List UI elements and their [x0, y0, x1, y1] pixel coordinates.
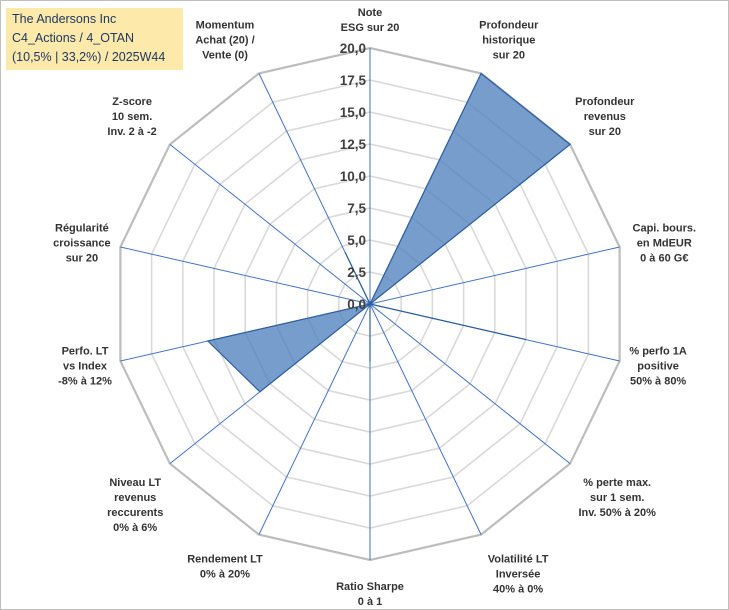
- axis-label-line: % perte max.: [583, 477, 651, 489]
- axis-spoke: [369, 246, 620, 305]
- axis-label-line: sur 20: [493, 49, 525, 61]
- axis-label: Note ESG sur 20: [341, 7, 400, 34]
- axis-label-line: revenus: [114, 492, 156, 504]
- axis-label-line: 0 à 60 G€: [640, 253, 688, 265]
- tick-label: 2,5: [347, 265, 366, 280]
- axis-label-line: Régularité: [55, 223, 109, 235]
- axis-spoke: [369, 303, 482, 535]
- axis-label: Ratio Sharpe 0 à 1: [336, 581, 404, 608]
- axis-label-line: sur 1 sem.: [590, 492, 644, 504]
- axis-label: Z-score 10 sem. Inv. 2 à -2: [107, 96, 156, 138]
- axis-label-line: Niveau LT: [109, 477, 161, 489]
- axis-label-line: Ratio Sharpe: [336, 581, 404, 593]
- axis-label-line: Inversée: [496, 569, 541, 581]
- axis-label-line: historique: [482, 34, 535, 46]
- axis-label-line: en MdEUR: [637, 238, 692, 250]
- axis-label-line: Inv. 2 à -2: [107, 126, 156, 138]
- tick-label: 5,0: [347, 233, 366, 248]
- tick-label: 10,0: [340, 169, 366, 184]
- axis-label-line: 10 sem.: [112, 111, 152, 123]
- axis-spoke: [258, 303, 371, 535]
- data-series-area: [206, 72, 572, 393]
- axis-label: Régularité croissance sur 20: [53, 223, 110, 265]
- axis-label-line: Rendement LT: [187, 554, 263, 566]
- axis-label: Volatilité LT Inversée 40% à 0%: [488, 554, 549, 596]
- tick-label: 17,5: [340, 73, 367, 88]
- axis-label-line: ESG sur 20: [341, 22, 400, 34]
- axis-label: Profondeur revenus sur 20: [575, 96, 635, 138]
- axis-label-line: 0% à 6%: [113, 522, 157, 534]
- axis-label-line: vs Index: [63, 360, 108, 372]
- tick-label: 7,5: [347, 201, 366, 216]
- axis-label-line: -8% à 12%: [58, 375, 112, 387]
- axis-label-line: sur 20: [66, 253, 98, 265]
- axis-label-line: Momentum: [196, 19, 255, 31]
- tick-label: 0,0: [347, 297, 366, 312]
- tick-label: 15,0: [340, 105, 366, 120]
- axis-label-line: sur 20: [589, 126, 621, 138]
- axis-label: Profondeur historique sur 20: [479, 19, 539, 61]
- axis-label: Perfo. LT vs Index -8% à 12%: [58, 345, 112, 387]
- tick-label: 20,0: [340, 41, 366, 56]
- axis-label-line: Profondeur: [479, 19, 539, 31]
- axis-label-line: Achat (20) /: [195, 34, 254, 46]
- axis-label-line: 50% à 80%: [630, 375, 686, 387]
- axis-label-line: Perfo. LT: [62, 345, 109, 357]
- axis-label-line: Profondeur: [575, 96, 635, 108]
- axis-label: Capi. bours. en MdEUR 0 à 60 G€: [633, 223, 697, 265]
- portfolio-category: C4_Actions / 4_OTAN: [12, 31, 135, 45]
- axis-label-line: reccurents: [107, 507, 163, 519]
- tick-label: 12,5: [340, 137, 367, 152]
- axis-label-line: positive: [637, 360, 679, 372]
- axis-label: Rendement LT 0% à 20%: [187, 554, 263, 581]
- axis-label: % perte max. sur 1 sem. Inv. 50% à 20%: [578, 477, 656, 519]
- performance-week: (10,5% | 33,2%) / 2025W44: [12, 50, 166, 64]
- axis-label-line: Z-score: [112, 96, 152, 108]
- axis-label-line: Note: [358, 7, 382, 19]
- axis-spoke: [120, 246, 371, 305]
- axis-label-line: revenus: [584, 111, 626, 123]
- axis-label-line: croissance: [53, 238, 110, 250]
- axis-label-line: Volatilité LT: [488, 554, 549, 566]
- axis-label-line: Vente (0): [202, 49, 248, 61]
- axis-label-line: 0 à 1: [358, 596, 382, 608]
- axis-label: % perfo 1A positive 50% à 80%: [629, 345, 687, 387]
- axis-label: Momentum Achat (20) / Vente (0): [195, 19, 254, 61]
- chart-title-box: The Andersons Inc C4_Actions / 4_OTAN (1…: [6, 8, 183, 70]
- axis-spoke: [369, 303, 571, 464]
- axis-spoke: [169, 144, 371, 305]
- company-name: The Andersons Inc: [12, 12, 117, 26]
- axis-label-line: Inv. 50% à 20%: [578, 507, 656, 519]
- axis-label: Niveau LT revenus reccurents 0% à 6%: [107, 477, 163, 534]
- axis-label-line: % perfo 1A: [629, 345, 687, 357]
- axis-label-line: 40% à 0%: [493, 584, 543, 596]
- axis-label-line: Capi. bours.: [633, 223, 697, 235]
- axis-label-line: 0% à 20%: [200, 569, 250, 581]
